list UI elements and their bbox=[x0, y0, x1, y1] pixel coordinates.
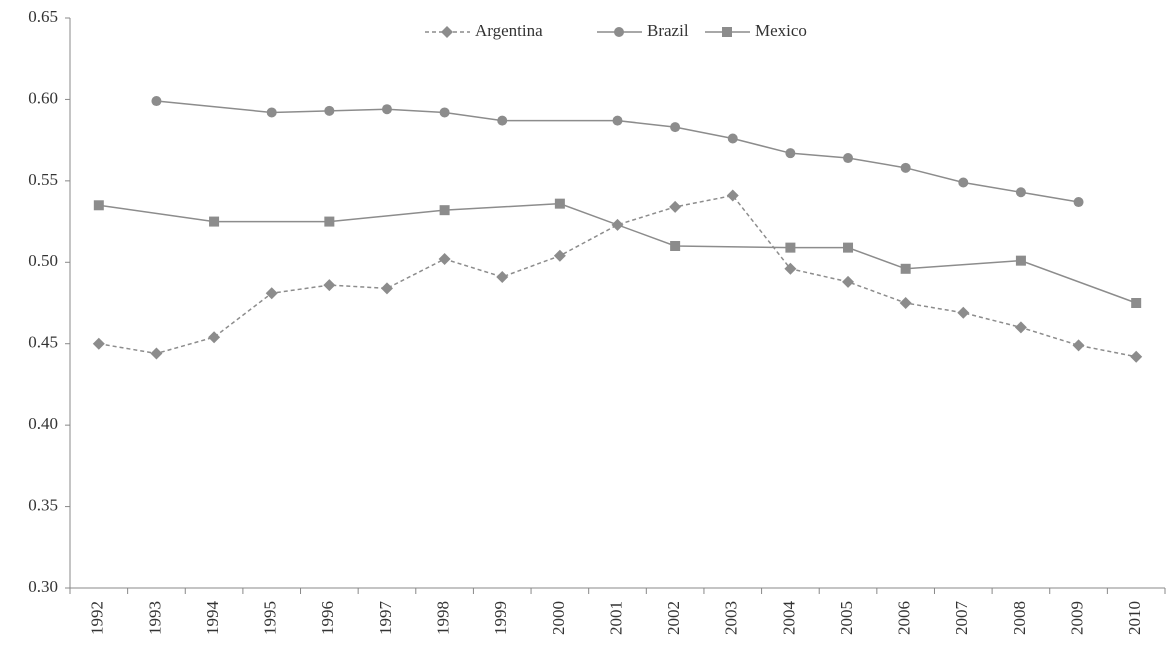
marker bbox=[726, 189, 739, 202]
y-tick-label: 0.30 bbox=[28, 577, 58, 596]
marker bbox=[150, 347, 163, 360]
marker bbox=[842, 275, 855, 288]
y-tick-label: 0.35 bbox=[28, 495, 58, 514]
marker bbox=[843, 242, 854, 253]
marker bbox=[784, 262, 797, 275]
marker bbox=[1130, 350, 1143, 363]
marker bbox=[93, 200, 104, 211]
marker bbox=[899, 297, 912, 309]
marker bbox=[92, 337, 105, 350]
marker bbox=[785, 242, 796, 253]
legend-label: Argentina bbox=[475, 21, 543, 40]
x-tick-label: 1993 bbox=[145, 601, 164, 635]
marker bbox=[439, 107, 450, 118]
marker bbox=[324, 105, 335, 116]
marker bbox=[900, 162, 911, 173]
x-tick-label: 2006 bbox=[895, 601, 914, 635]
marker bbox=[209, 216, 220, 227]
marker bbox=[380, 282, 393, 295]
legend-marker bbox=[441, 26, 453, 38]
marker bbox=[381, 104, 392, 115]
marker bbox=[151, 96, 162, 107]
x-tick-label: 1997 bbox=[376, 601, 395, 636]
x-tick-label: 1999 bbox=[491, 601, 510, 635]
marker bbox=[439, 205, 450, 216]
x-tick-label: 2004 bbox=[779, 601, 798, 636]
series-line bbox=[98, 202, 1137, 304]
y-tick-label: 0.55 bbox=[28, 170, 58, 189]
x-tick-label: 1995 bbox=[261, 601, 280, 635]
marker bbox=[323, 279, 336, 292]
marker bbox=[957, 306, 970, 319]
x-tick-label: 2008 bbox=[1010, 601, 1029, 635]
marker bbox=[208, 331, 221, 344]
marker bbox=[1014, 321, 1027, 334]
y-tick-label: 0.50 bbox=[28, 251, 58, 270]
y-tick-label: 0.40 bbox=[28, 414, 58, 433]
marker bbox=[1015, 255, 1026, 266]
x-tick-label: 2010 bbox=[1125, 601, 1144, 635]
marker bbox=[669, 200, 682, 213]
y-tick-label: 0.65 bbox=[28, 7, 58, 26]
marker bbox=[554, 198, 565, 209]
marker bbox=[496, 270, 509, 283]
legend-label: Brazil bbox=[647, 21, 689, 40]
marker bbox=[1131, 298, 1142, 308]
marker bbox=[670, 122, 681, 133]
x-tick-label: 1992 bbox=[88, 601, 107, 635]
marker bbox=[1073, 197, 1084, 208]
x-tick-label: 2002 bbox=[664, 601, 683, 635]
x-tick-label: 2009 bbox=[1067, 601, 1086, 635]
marker bbox=[785, 148, 796, 159]
marker bbox=[497, 115, 508, 126]
y-tick-label: 0.45 bbox=[28, 333, 58, 352]
marker bbox=[266, 107, 277, 118]
marker bbox=[900, 263, 911, 274]
marker bbox=[1072, 339, 1085, 352]
x-tick-label: 2000 bbox=[549, 601, 568, 635]
x-tick-label: 2007 bbox=[952, 601, 971, 636]
x-tick-label: 1998 bbox=[434, 601, 453, 635]
legend-label: Mexico bbox=[755, 21, 807, 40]
x-tick-label: 1994 bbox=[203, 601, 222, 636]
marker bbox=[670, 241, 681, 251]
legend-marker bbox=[614, 27, 624, 37]
x-tick-label: 1996 bbox=[318, 601, 337, 635]
marker bbox=[727, 133, 738, 144]
marker bbox=[843, 153, 854, 164]
marker bbox=[612, 115, 623, 126]
marker bbox=[553, 249, 566, 262]
marker bbox=[438, 253, 451, 266]
x-tick-label: 2005 bbox=[837, 601, 856, 635]
x-tick-label: 2001 bbox=[606, 601, 625, 635]
y-tick-label: 0.60 bbox=[28, 88, 58, 107]
marker bbox=[265, 287, 278, 300]
legend-marker bbox=[722, 27, 732, 37]
marker bbox=[324, 216, 335, 227]
marker bbox=[1015, 187, 1026, 198]
marker bbox=[958, 177, 969, 188]
x-tick-label: 2003 bbox=[722, 601, 741, 635]
